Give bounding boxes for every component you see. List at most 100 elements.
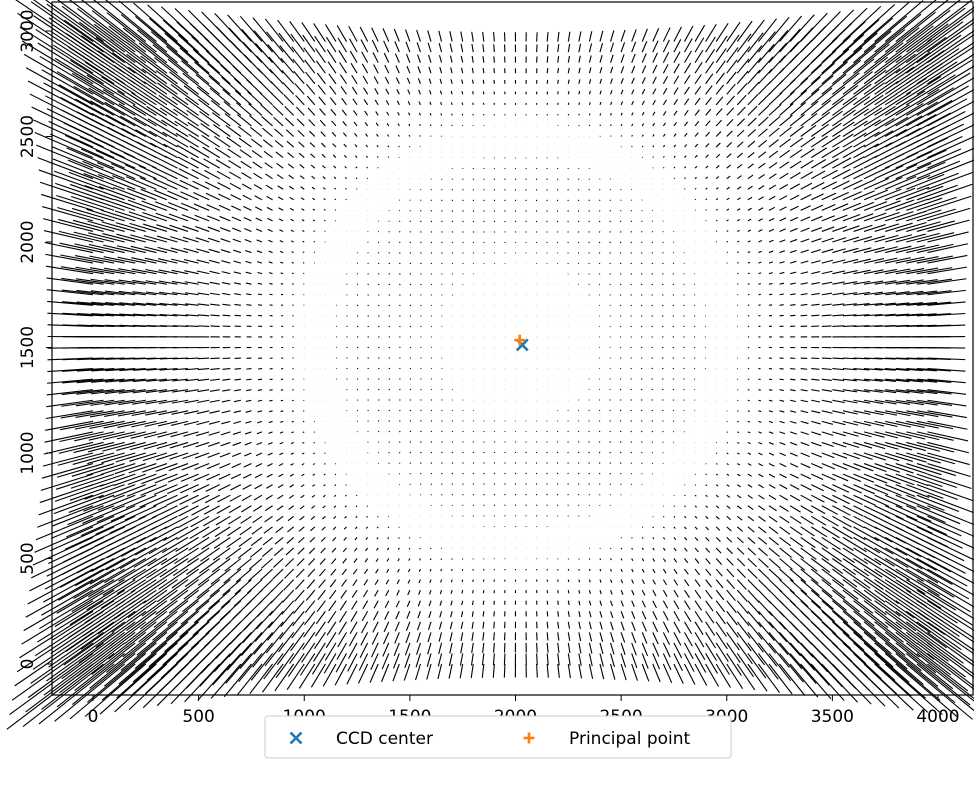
quiver-arrow bbox=[201, 134, 221, 148]
quiver-arrow bbox=[726, 579, 736, 590]
quiver-arrow bbox=[311, 653, 326, 675]
quiver-arrow bbox=[916, 196, 957, 211]
quiver-arrow bbox=[768, 150, 779, 159]
quiver-arrow bbox=[388, 241, 390, 244]
quiver-arrow bbox=[76, 368, 115, 372]
quiver-arrow bbox=[244, 249, 252, 254]
quiver-arrow bbox=[462, 136, 464, 137]
quiver-arrow bbox=[768, 473, 776, 478]
quiver-arrow bbox=[335, 252, 337, 253]
quiver-arrow bbox=[314, 304, 316, 306]
quiver-arrow bbox=[620, 101, 624, 106]
quiver-arrow bbox=[308, 558, 316, 566]
quiver-arrow bbox=[768, 610, 786, 630]
quiver-arrow bbox=[758, 653, 779, 680]
quiver-arrow bbox=[148, 631, 189, 668]
quiver-arrow bbox=[381, 653, 390, 670]
quiver-arrow bbox=[403, 663, 411, 681]
quiver-arrow bbox=[309, 537, 316, 543]
quiver-arrow bbox=[81, 35, 136, 74]
quiver-arrow bbox=[172, 314, 189, 317]
quiver-arrow bbox=[853, 4, 896, 42]
quiver-arrow bbox=[895, 368, 923, 372]
quiver-arrow bbox=[221, 282, 231, 285]
quiver-arrow bbox=[280, 399, 284, 402]
quiver-arrow bbox=[779, 41, 800, 64]
quiver-arrow bbox=[306, 83, 316, 95]
quiver-arrow bbox=[482, 600, 485, 605]
quiver-arrow bbox=[409, 252, 412, 254]
quiver-arrow bbox=[267, 452, 273, 456]
quiver-arrow bbox=[60, 97, 115, 127]
quiver-arrow bbox=[385, 579, 390, 585]
quiver-arrow bbox=[279, 431, 284, 434]
quiver-arrow bbox=[329, 589, 337, 600]
quiver-arrow bbox=[362, 600, 369, 610]
quiver-arrow bbox=[640, 273, 643, 275]
quiver-arrow bbox=[472, 590, 474, 594]
quiver-arrow bbox=[87, 220, 125, 232]
quiver-arrow bbox=[69, 183, 115, 201]
quiver-arrow bbox=[768, 17, 790, 42]
quiver-arrow bbox=[69, 663, 136, 720]
quiver-arrow bbox=[557, 536, 559, 538]
quiver-arrow bbox=[578, 600, 581, 606]
quiver-arrow bbox=[863, 389, 883, 393]
quiver-arrow bbox=[384, 76, 390, 84]
quiver-arrow bbox=[715, 526, 721, 531]
quiver-arrow bbox=[232, 249, 242, 254]
quiver-arrow bbox=[221, 76, 242, 95]
quiver-arrow bbox=[567, 157, 569, 159]
quiver-arrow bbox=[381, 663, 390, 683]
quiver-arrow bbox=[430, 451, 433, 454]
quiver-arrow bbox=[705, 273, 707, 275]
quiver-arrow bbox=[141, 68, 178, 95]
quiver-arrow bbox=[154, 189, 178, 201]
quiver-arrow bbox=[715, 294, 717, 296]
quiver-arrow bbox=[199, 110, 221, 127]
quiver-arrow bbox=[599, 663, 605, 680]
quiver-arrow bbox=[768, 228, 775, 232]
quiver-arrow bbox=[131, 410, 157, 417]
quiver-arrow bbox=[916, 267, 953, 275]
quiver-arrow bbox=[417, 600, 421, 607]
quiver-arrow bbox=[599, 621, 603, 630]
quiver-arrow bbox=[430, 441, 433, 443]
quiver-arrow bbox=[800, 182, 813, 190]
quiver-arrow bbox=[610, 526, 612, 528]
quiver-arrow bbox=[726, 357, 728, 359]
quiver-arrow bbox=[789, 515, 802, 525]
quiver-arrow bbox=[61, 399, 104, 407]
quiver-arrow bbox=[673, 600, 680, 610]
quiver-arrow bbox=[334, 209, 337, 211]
quiver-arrow bbox=[853, 119, 882, 137]
quiver-arrow bbox=[578, 55, 581, 63]
quiver-arrow bbox=[462, 262, 464, 265]
quiver-arrow bbox=[437, 653, 443, 667]
quiver-arrow bbox=[927, 346, 966, 349]
quiver-arrow bbox=[150, 515, 178, 531]
quiver-arrow bbox=[249, 663, 273, 695]
quiver-arrow bbox=[409, 262, 412, 265]
quiver-arrow bbox=[197, 314, 210, 317]
quiver-arrow bbox=[726, 34, 740, 53]
quiver-arrow bbox=[758, 547, 768, 557]
quiver-arrow bbox=[630, 430, 633, 433]
quiver-arrow bbox=[298, 663, 316, 689]
y-tick-label: 500 bbox=[18, 542, 38, 574]
quiver-arrow bbox=[323, 653, 337, 674]
quiver-arrow bbox=[651, 420, 654, 422]
quiver-arrow bbox=[598, 462, 601, 464]
quiver-arrow bbox=[811, 281, 820, 285]
quiver-arrow bbox=[789, 183, 801, 190]
quiver-arrow bbox=[430, 210, 433, 212]
quiver-arrow bbox=[336, 25, 347, 42]
quiver-arrow bbox=[842, 281, 858, 285]
quiver-arrow bbox=[86, 463, 125, 476]
quiver-arrow bbox=[119, 368, 146, 372]
quiver-arrow bbox=[811, 226, 822, 232]
quiver-arrow bbox=[462, 231, 464, 233]
quiver-arrow bbox=[906, 290, 938, 296]
quiver-arrow bbox=[684, 50, 692, 63]
quiver-arrow bbox=[906, 221, 941, 232]
